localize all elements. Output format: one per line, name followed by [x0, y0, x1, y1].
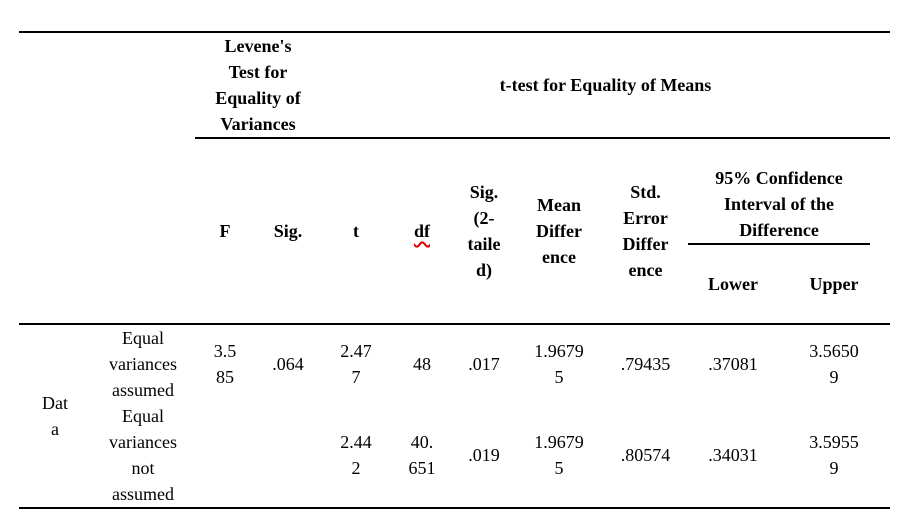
value-f: 3.5 85 — [213, 341, 237, 387]
spanner-header-row: Levene's Test for Equality of Variances … — [19, 31, 890, 139]
row-label: Equal variances assumed — [109, 328, 177, 400]
levene-test-spanner: Levene's Test for Equality of Variances — [195, 31, 321, 139]
col-header-upper: Upper — [809, 274, 859, 294]
value-mean-difference: 1.9679 5 — [534, 341, 584, 387]
row-equal-variances-not-assumed: Equal variances not assumed 2.44 2 40. 6… — [19, 403, 890, 509]
col-header-t: t — [321, 138, 391, 325]
value-sig — [255, 403, 321, 509]
value-ci-upper: 3.5650 9 — [809, 341, 859, 387]
col-header-sig-2-tailed: Sig. (2- taile d) — [453, 138, 515, 325]
col-header-std-error-difference: Std. Error Differ ence — [603, 138, 688, 325]
value-sig: .064 — [272, 354, 304, 374]
value-std-error-difference: .79435 — [620, 354, 671, 374]
value-f — [195, 403, 255, 509]
independent-samples-t-test-table: Levene's Test for Equality of Variances … — [19, 31, 890, 509]
spanner-blank-cell — [19, 31, 195, 138]
value-df: 40. 651 — [391, 403, 453, 509]
value-t: 2.47 7 — [340, 341, 372, 387]
row-equal-variances-assumed: Dat a Equal variances assumed 3.5 85 .06… — [19, 324, 890, 509]
confidence-interval-header-cell: 95% Confidence Interval of the Differenc… — [688, 138, 890, 325]
confidence-interval-title: 95% Confidence Interval of the Differenc… — [688, 165, 870, 245]
value-sig-2-tailed: .019 — [453, 403, 515, 509]
value-ci-lower: .37081 — [708, 354, 758, 374]
col-header-sig: Sig. — [255, 138, 321, 325]
value-ci-upper: 3.5955 9 — [778, 403, 890, 509]
row-group-label: Dat a — [19, 324, 91, 509]
value-df: 48 — [413, 354, 431, 374]
value-mean-difference: 1.9679 5 — [515, 403, 603, 509]
col-header-f: F — [195, 138, 255, 325]
value-t: 2.44 2 — [321, 403, 391, 509]
value-std-error-difference: .80574 — [603, 403, 688, 509]
row-label: Equal variances not assumed — [91, 403, 195, 509]
col-header-lower: Lower — [708, 274, 758, 294]
header-blank-cell — [19, 138, 195, 325]
t-test-spanner: t-test for Equality of Means — [321, 31, 890, 139]
col-header-df: df — [391, 138, 453, 325]
df-spellcheck-squiggle: df — [413, 221, 430, 241]
value-ci-lower: .34031 — [688, 403, 778, 509]
value-sig-2-tailed: .017 — [468, 354, 500, 374]
col-header-mean-difference: Mean Differ ence — [515, 138, 603, 325]
confidence-interval-subheaders: Lower Upper — [688, 271, 890, 297]
column-header-row: F Sig. t df Sig. (2- taile d) Mean Diffe… — [19, 138, 890, 325]
